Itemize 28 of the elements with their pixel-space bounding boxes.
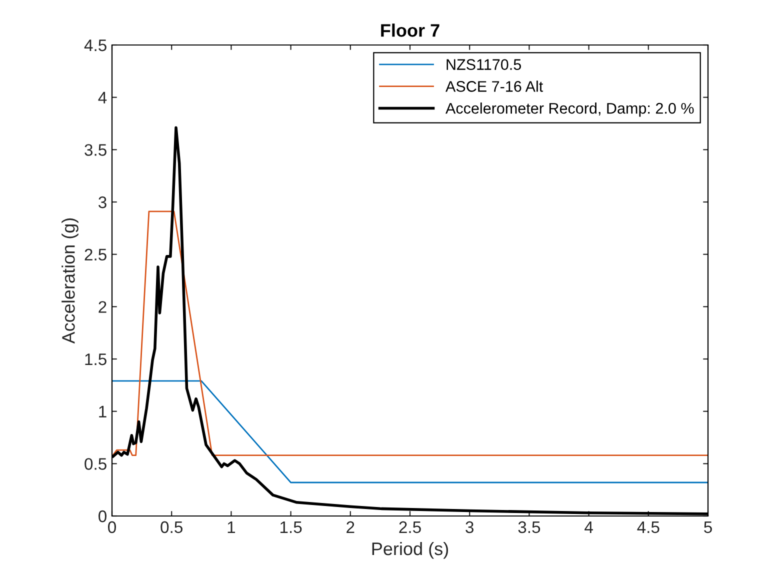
x-tick-label: 3 bbox=[466, 521, 474, 534]
line-series bbox=[112, 210, 708, 458]
y-axis-title: Acceleration (g) bbox=[62, 218, 78, 344]
x-tick-label: 4 bbox=[584, 521, 593, 533]
y-tick-label: 4.5 bbox=[84, 40, 106, 52]
legend-label: Accelerometer Record, Damp: 2.0 % bbox=[446, 102, 694, 117]
x-tick-label: 3.5 bbox=[518, 521, 540, 534]
x-tick-label: 0.5 bbox=[160, 521, 182, 534]
x-tick-label: 0 bbox=[108, 521, 116, 534]
x-axis-title: Period (s) bbox=[372, 542, 448, 559]
x-tick-label: 2 bbox=[346, 521, 354, 533]
y-tick-label: 2.5 bbox=[84, 248, 106, 261]
x-tick-label: 1 bbox=[228, 521, 236, 533]
y-tick-label: 2 bbox=[98, 301, 106, 313]
x-tick-label: 4.5 bbox=[637, 521, 660, 534]
y-tick-label: 1.5 bbox=[85, 354, 106, 366]
y-tick-label: 0.5 bbox=[84, 458, 106, 470]
y-tick-label: 0 bbox=[98, 510, 106, 522]
y-tick-label: 1 bbox=[99, 406, 106, 418]
chart-title: Floor 7 bbox=[381, 24, 440, 37]
y-tick-label: 4 bbox=[98, 92, 107, 104]
x-tick-label: 2.5 bbox=[399, 521, 421, 534]
y-tick-label: 3 bbox=[98, 196, 106, 208]
y-tick-label: 3.5 bbox=[84, 144, 106, 156]
legend-label: NZS1170.5 bbox=[446, 59, 521, 70]
legend-label: ASCE 7-16 Alt bbox=[446, 80, 544, 92]
x-tick-label: 5 bbox=[704, 521, 712, 534]
x-tick-label: 1.5 bbox=[280, 521, 302, 534]
